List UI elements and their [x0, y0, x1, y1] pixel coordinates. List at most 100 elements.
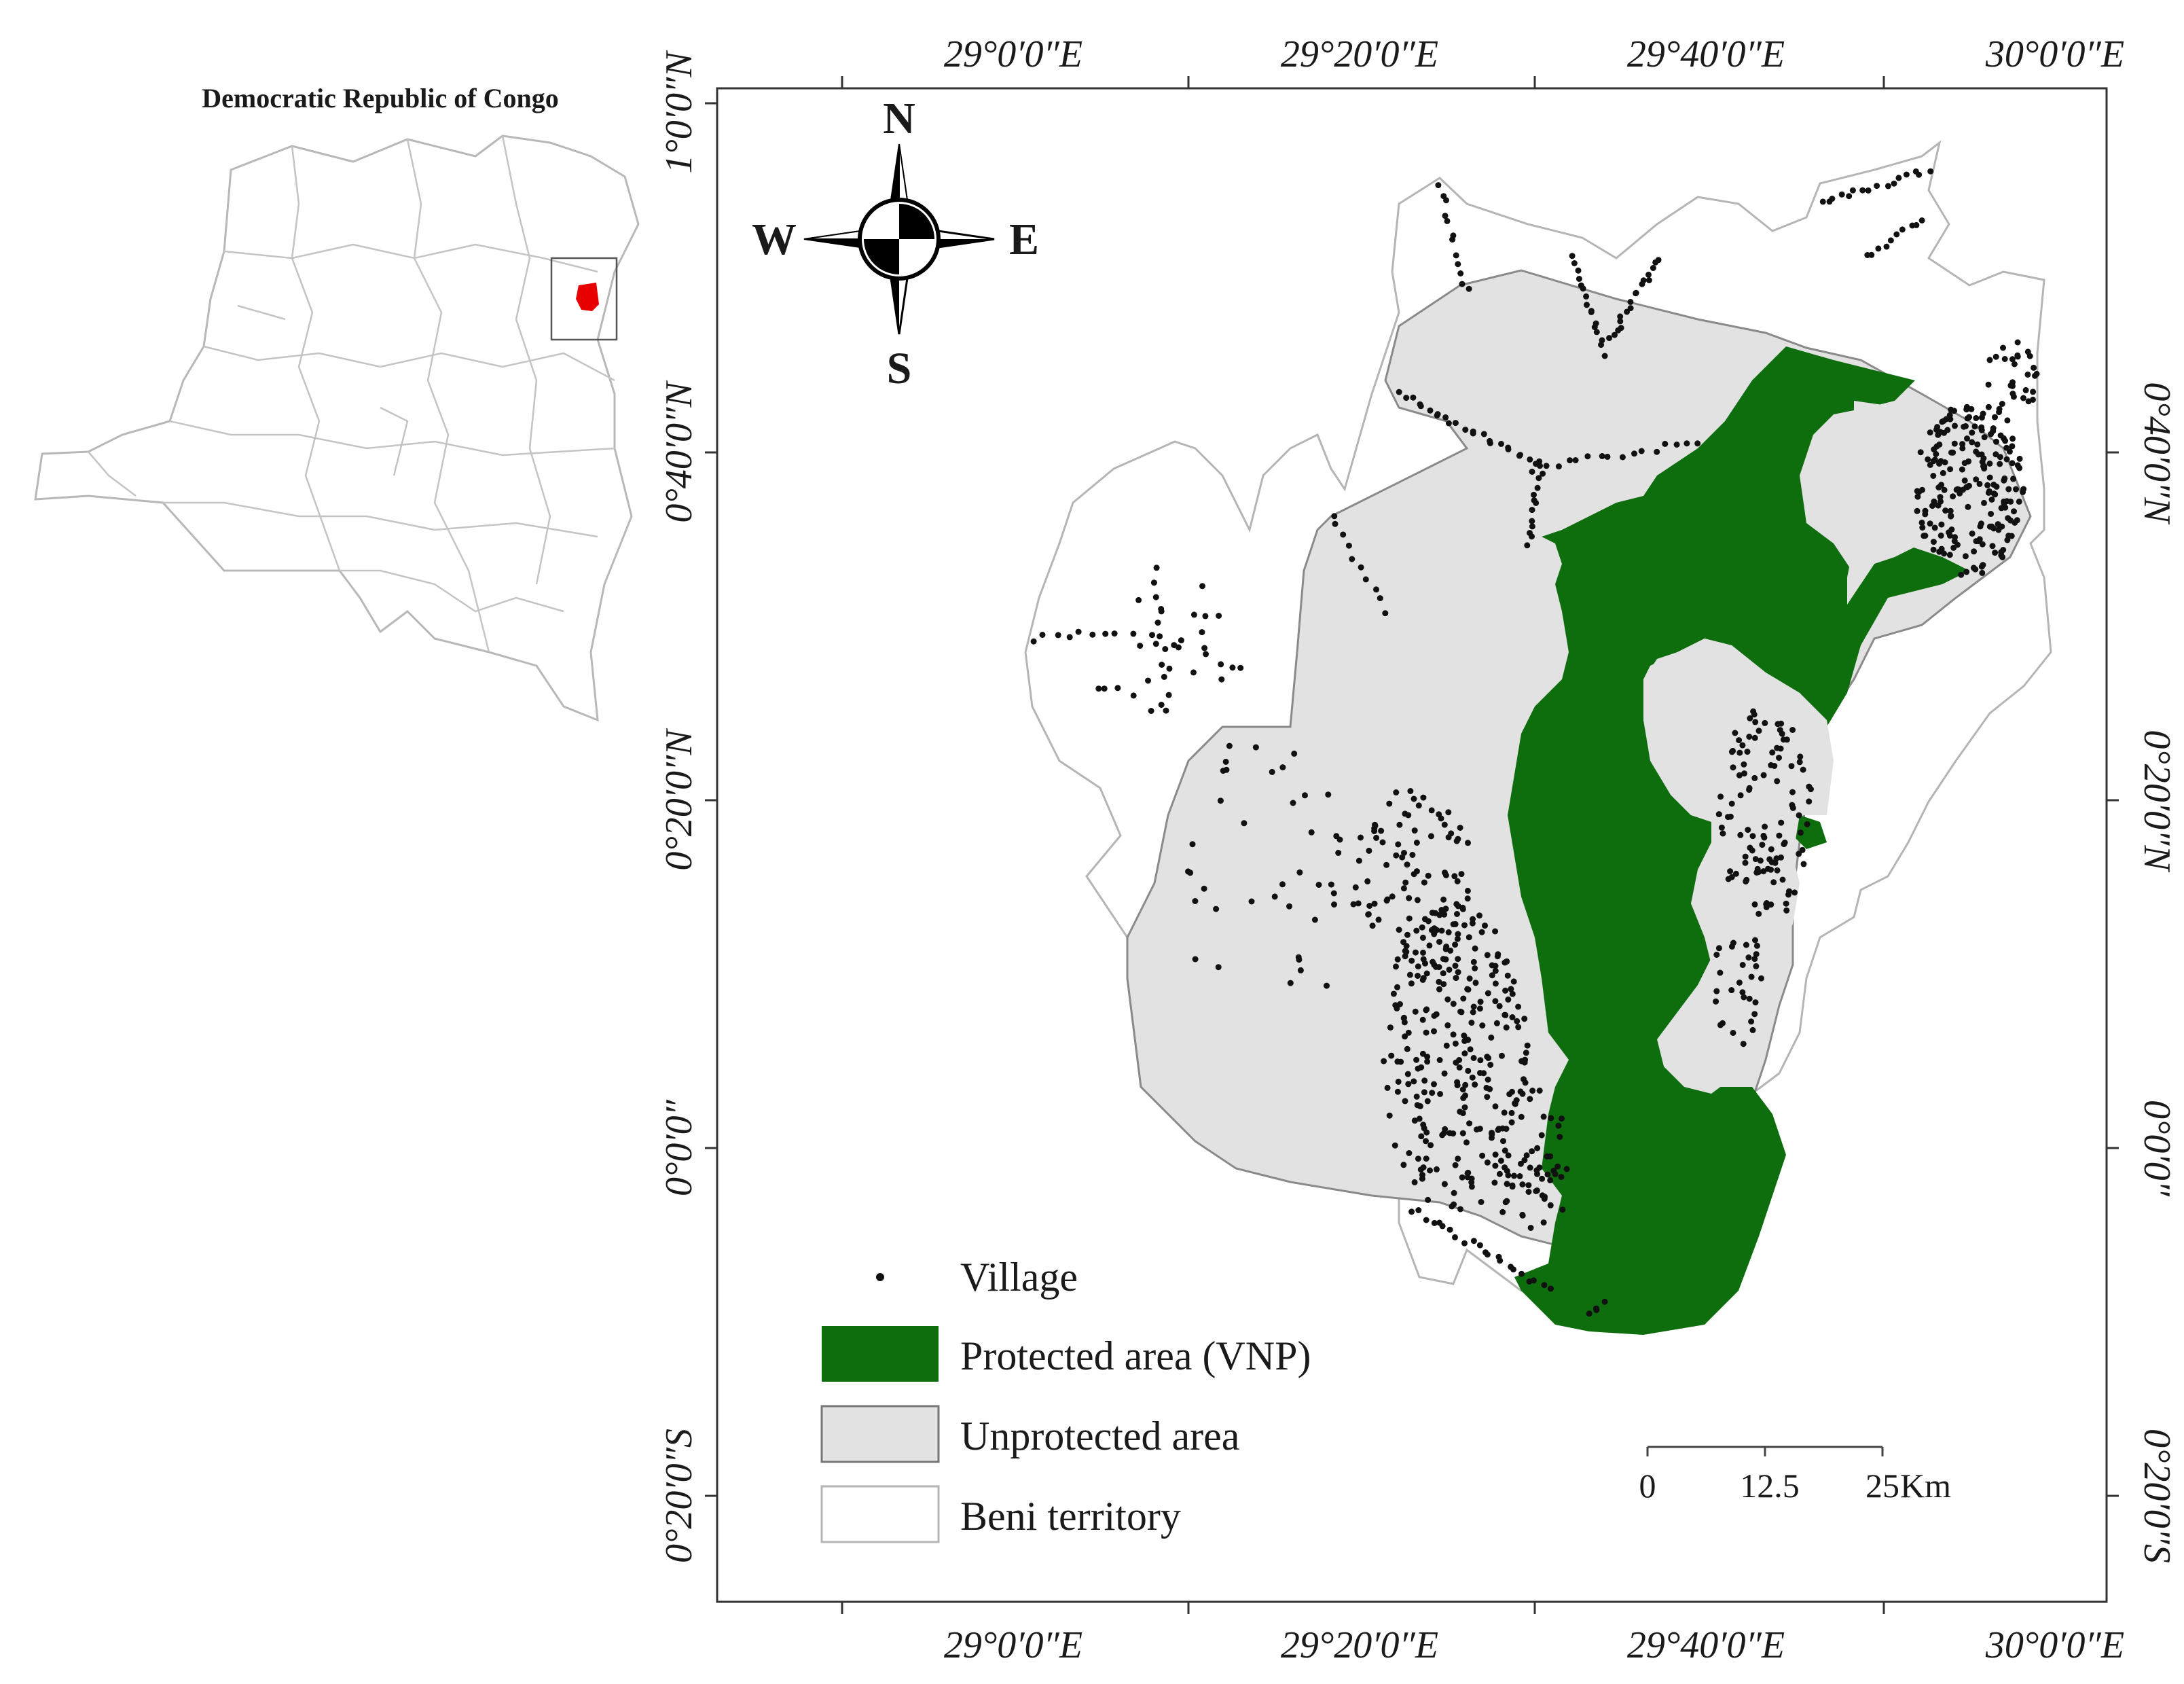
village-point [1971, 548, 1978, 555]
left-label-0: 1°0′0″N [658, 50, 700, 174]
village-point [2022, 387, 2029, 393]
village-point [1772, 859, 1779, 866]
village-point [1927, 520, 1933, 527]
village-point [1415, 1155, 1421, 1162]
village-point [1461, 1104, 1468, 1111]
village-point [1936, 548, 1943, 555]
village-point [1885, 183, 1891, 190]
village-point [1039, 632, 1046, 638]
village-point [1511, 1172, 1517, 1179]
village-point [1796, 850, 1802, 857]
village-point [1187, 870, 1194, 876]
village-point [1405, 1081, 1412, 1088]
village-point [1419, 924, 1425, 931]
village-point [1487, 1062, 1494, 1068]
village-point [1502, 987, 1509, 994]
village-point [1969, 429, 1976, 436]
village-point [1997, 454, 2003, 461]
village-point [1968, 406, 1975, 412]
village-point [2001, 500, 2007, 507]
village-point [1601, 1298, 1608, 1305]
village-point [1463, 1139, 1470, 1146]
village-point [1470, 1003, 1477, 1010]
frame-ticks [705, 76, 2119, 1614]
village-point [1752, 937, 1758, 944]
village-point [1226, 742, 1233, 749]
village-point [1470, 430, 1476, 437]
village-point [2009, 460, 2016, 467]
village-point [1748, 1018, 1755, 1025]
village-point [1533, 1187, 1540, 1194]
village-point [1631, 450, 1637, 457]
village-point [1797, 829, 1804, 836]
village-point [2020, 486, 2027, 492]
village-point [1413, 949, 1419, 956]
village-point [1291, 750, 1298, 757]
village-point [1095, 685, 1102, 692]
village-point [1759, 842, 1766, 848]
compass-n-label: N [883, 94, 915, 143]
village-point [1993, 438, 1999, 445]
village-point [2007, 498, 2014, 505]
village-point [1402, 1033, 1408, 1040]
village-point [1504, 1181, 1510, 1187]
village-point [1427, 407, 1434, 414]
village-point [1937, 532, 1944, 539]
village-point [1408, 957, 1415, 964]
village-point [1919, 524, 1926, 531]
village-point [1154, 620, 1161, 626]
village-point [1992, 414, 1998, 420]
village-point [1918, 519, 1925, 526]
village-point [1988, 431, 1995, 437]
village-point [1946, 552, 1953, 558]
village-point [1457, 270, 1464, 276]
village-point [1799, 846, 1806, 853]
village-point [1989, 543, 1996, 550]
village-point [1328, 881, 1334, 888]
village-point [1382, 610, 1389, 617]
village-point [1442, 906, 1449, 912]
village-point [1974, 441, 1981, 448]
village-point [1152, 641, 1159, 647]
village-point [1439, 1132, 1446, 1139]
village-point [1933, 450, 1940, 457]
village-point [1420, 1164, 1427, 1170]
village-point [1419, 1016, 1426, 1023]
village-point [1525, 1189, 1532, 1195]
village-point [1449, 236, 1456, 243]
village-point [1752, 719, 1759, 725]
village-point [1469, 920, 1476, 927]
village-point [1797, 753, 1804, 760]
village-point [1279, 764, 1286, 771]
village-point [1748, 973, 1755, 980]
village-point [1492, 963, 1499, 969]
village-point [1559, 1206, 1566, 1213]
village-point [1487, 440, 1493, 446]
village-point [1992, 451, 1999, 458]
village-point [1559, 1115, 1565, 1122]
village-point [1452, 1040, 1459, 1047]
village-point [1981, 434, 1988, 441]
village-point [1427, 1142, 1434, 1149]
village-point [1325, 791, 1332, 798]
village-point [1412, 1008, 1419, 1015]
village-point [1930, 473, 1937, 479]
village-point [1467, 1046, 1474, 1053]
village-point [2030, 389, 2037, 395]
village-point [1429, 1090, 1436, 1096]
village-point [1986, 460, 1993, 467]
village-point [1406, 895, 1413, 901]
village-point [1535, 475, 1542, 482]
village-point [1371, 900, 1378, 907]
village-point [1434, 1166, 1440, 1172]
village-point [1992, 353, 1999, 360]
village-point [1619, 454, 1626, 461]
compass-rose: N S E W [752, 94, 1039, 393]
legend: Village Protected area (VNP) Unprotected… [820, 1255, 1311, 1543]
village-point [1868, 251, 1875, 258]
village-point [1439, 1223, 1446, 1230]
bottom-label-2: 29°40′0″E [1627, 1624, 1785, 1666]
village-point [1789, 727, 1796, 733]
village-point [1396, 927, 1402, 933]
